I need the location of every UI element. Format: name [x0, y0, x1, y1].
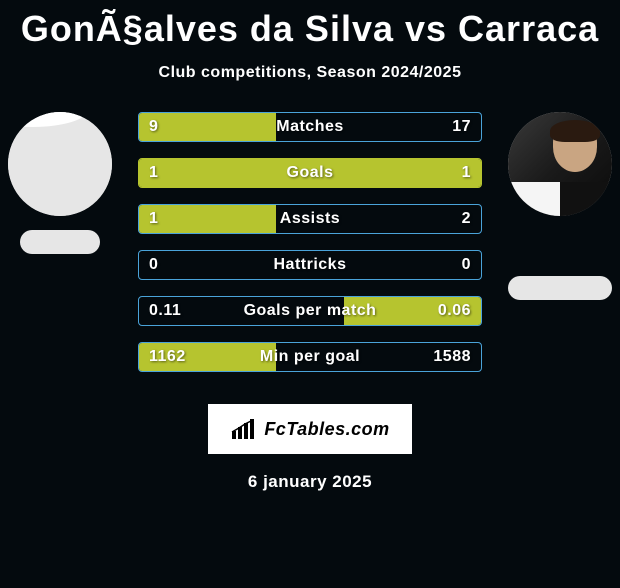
stat-label: Goals — [139, 159, 481, 187]
subtitle: Club competitions, Season 2024/2025 — [0, 64, 620, 82]
footer-logo[interactable]: FcTables.com — [208, 404, 412, 454]
player-left-avatar — [8, 112, 112, 216]
stat-label: Hattricks — [139, 251, 481, 279]
stat-row: 1Assists2 — [138, 204, 482, 234]
footer-logo-text: FcTables.com — [264, 419, 389, 440]
stat-label: Matches — [139, 113, 481, 141]
avatar-photo — [508, 112, 612, 216]
player-left-name-bubble — [20, 230, 100, 254]
comparison-content: 9Matches171Goals11Assists20Hattricks00.1… — [0, 112, 620, 392]
player-right-column — [508, 112, 612, 300]
stat-value-right: 0 — [462, 251, 471, 279]
stat-value-right: 0.06 — [438, 297, 471, 325]
stat-label: Assists — [139, 205, 481, 233]
page-title: GonÃ§alves da Silva vs Carraca — [0, 8, 620, 50]
player-left-column — [8, 112, 112, 254]
stat-row: 0Hattricks0 — [138, 250, 482, 280]
avatar-placeholder-icon — [8, 112, 112, 216]
player-right-avatar — [508, 112, 612, 216]
stat-value-right: 1588 — [433, 343, 471, 371]
stat-label: Min per goal — [139, 343, 481, 371]
fctables-icon — [230, 417, 258, 441]
stat-value-right: 2 — [462, 205, 471, 233]
stat-bars: 9Matches171Goals11Assists20Hattricks00.1… — [138, 112, 482, 388]
stat-row: 0.11Goals per match0.06 — [138, 296, 482, 326]
avatar-shirt — [508, 182, 612, 216]
stat-value-right: 1 — [462, 159, 471, 187]
stat-row: 9Matches17 — [138, 112, 482, 142]
stat-label: Goals per match — [139, 297, 481, 325]
stat-row: 1Goals1 — [138, 158, 482, 188]
stat-value-right: 17 — [452, 113, 471, 141]
stat-row: 1162Min per goal1588 — [138, 342, 482, 372]
footer-date: 6 january 2025 — [0, 472, 620, 492]
player-right-name-bubble — [508, 276, 612, 300]
